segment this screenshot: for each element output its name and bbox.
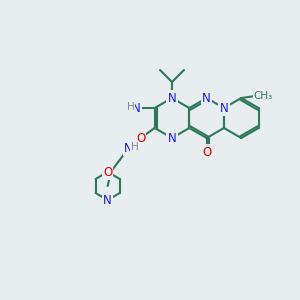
Text: N: N: [168, 92, 176, 104]
Text: N: N: [103, 194, 112, 206]
Text: N: N: [220, 101, 228, 115]
Text: H: H: [127, 102, 135, 112]
Text: H: H: [131, 142, 139, 152]
Text: N: N: [132, 101, 141, 115]
Text: N: N: [168, 131, 176, 145]
Text: O: O: [103, 166, 112, 178]
Text: O: O: [202, 146, 211, 158]
Text: O: O: [136, 131, 145, 145]
Text: N: N: [202, 92, 211, 104]
Text: N: N: [124, 142, 133, 154]
Text: CH₃: CH₃: [254, 91, 273, 101]
